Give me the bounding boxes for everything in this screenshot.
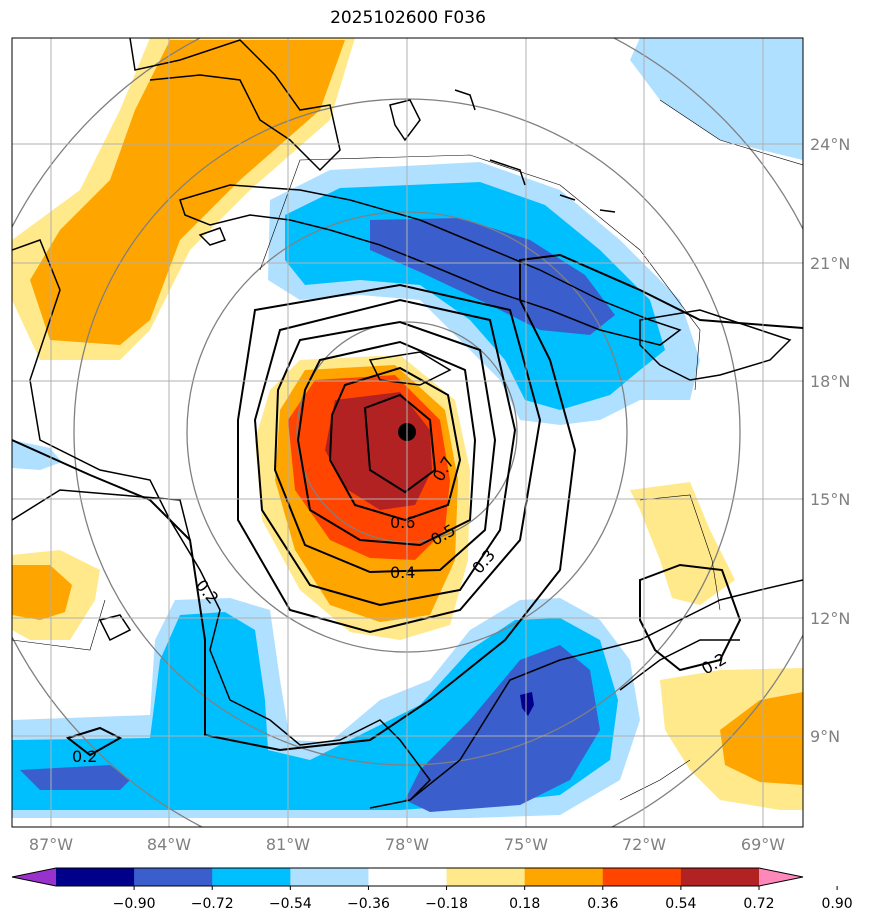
colorbar-extend-high [759, 868, 803, 886]
latitude-labels: 24°N 21°N 18°N 15°N 12°N 9°N [810, 135, 850, 746]
map-frame [11, 37, 804, 828]
colorbar-tick-label: 0.54 [665, 896, 696, 912]
lat-label-9n: 9°N [810, 727, 840, 746]
lon-label-72w: 72°W [622, 835, 666, 854]
lat-label-15n: 15°N [810, 490, 850, 509]
colorbar-ticks: −0.90 −0.72 −0.54 −0.36 −0.18 0.18 0.36 0.54 0.7… [113, 886, 853, 912]
colorbar-outline [11, 867, 804, 887]
map-area: 0.7 0.6 0.5 0.4 0.3 0.2 0.2 0.2 [12, 38, 803, 827]
colorbar-segment [56, 868, 135, 886]
colorbar-segment [446, 868, 526, 886]
shading-outlines [12, 99, 803, 801]
lat-label-18n: 18°N [810, 372, 850, 391]
coastlines [12, 38, 803, 809]
lat-label-24n: 24°N [810, 135, 850, 154]
colorbar-tick-label: −0.90 [113, 896, 156, 912]
colorbar-segment [290, 868, 369, 886]
colorbar-tick-label: −0.54 [269, 896, 312, 912]
colorbar-tick-label: 0.36 [587, 896, 618, 912]
colorbar-extend-low [12, 868, 56, 886]
colorbar-tick-label: 0.18 [509, 896, 540, 912]
black-contours [12, 253, 803, 757]
colorbar-segment [212, 868, 291, 886]
lon-label-75w: 75°W [504, 835, 548, 854]
map-title: 2025102600 F036 [330, 8, 486, 28]
contour-label-06: 0.6 [390, 513, 415, 532]
colorbar-tick-label: 0.72 [743, 896, 774, 912]
lat-label-21n: 21°N [810, 254, 850, 273]
colorbar-segments [12, 868, 803, 886]
colorbar: −0.90 −0.72 −0.54 −0.36 −0.18 0.18 0.36 0.54 0.7… [11, 867, 853, 912]
lon-label-84w: 84°W [147, 835, 191, 854]
contour-label-02b: 0.2 [72, 747, 97, 766]
colorbar-tick-label: −0.72 [191, 896, 234, 912]
lon-label-78w: 78°W [385, 835, 429, 854]
longitude-labels: 87°W 84°W 81°W 78°W 75°W 72°W 69°W [29, 835, 785, 854]
gridlines [12, 38, 803, 827]
contour-label-04: 0.4 [390, 563, 415, 582]
colorbar-segment [680, 868, 760, 886]
lon-label-81w: 81°W [266, 835, 310, 854]
colorbar-segment [134, 868, 213, 886]
colorbar-tick-label: −0.36 [347, 896, 390, 912]
lat-label-12n: 12°N [810, 609, 850, 628]
colorbar-segment [368, 868, 448, 886]
colorbar-tick-label: −0.18 [425, 896, 468, 912]
colorbar-segment [524, 868, 604, 886]
lon-label-87w: 87°W [29, 835, 73, 854]
colorbar-segment [602, 868, 682, 886]
lon-label-69w: 69°W [741, 835, 785, 854]
colorbar-tick-label: 0.90 [822, 896, 853, 912]
